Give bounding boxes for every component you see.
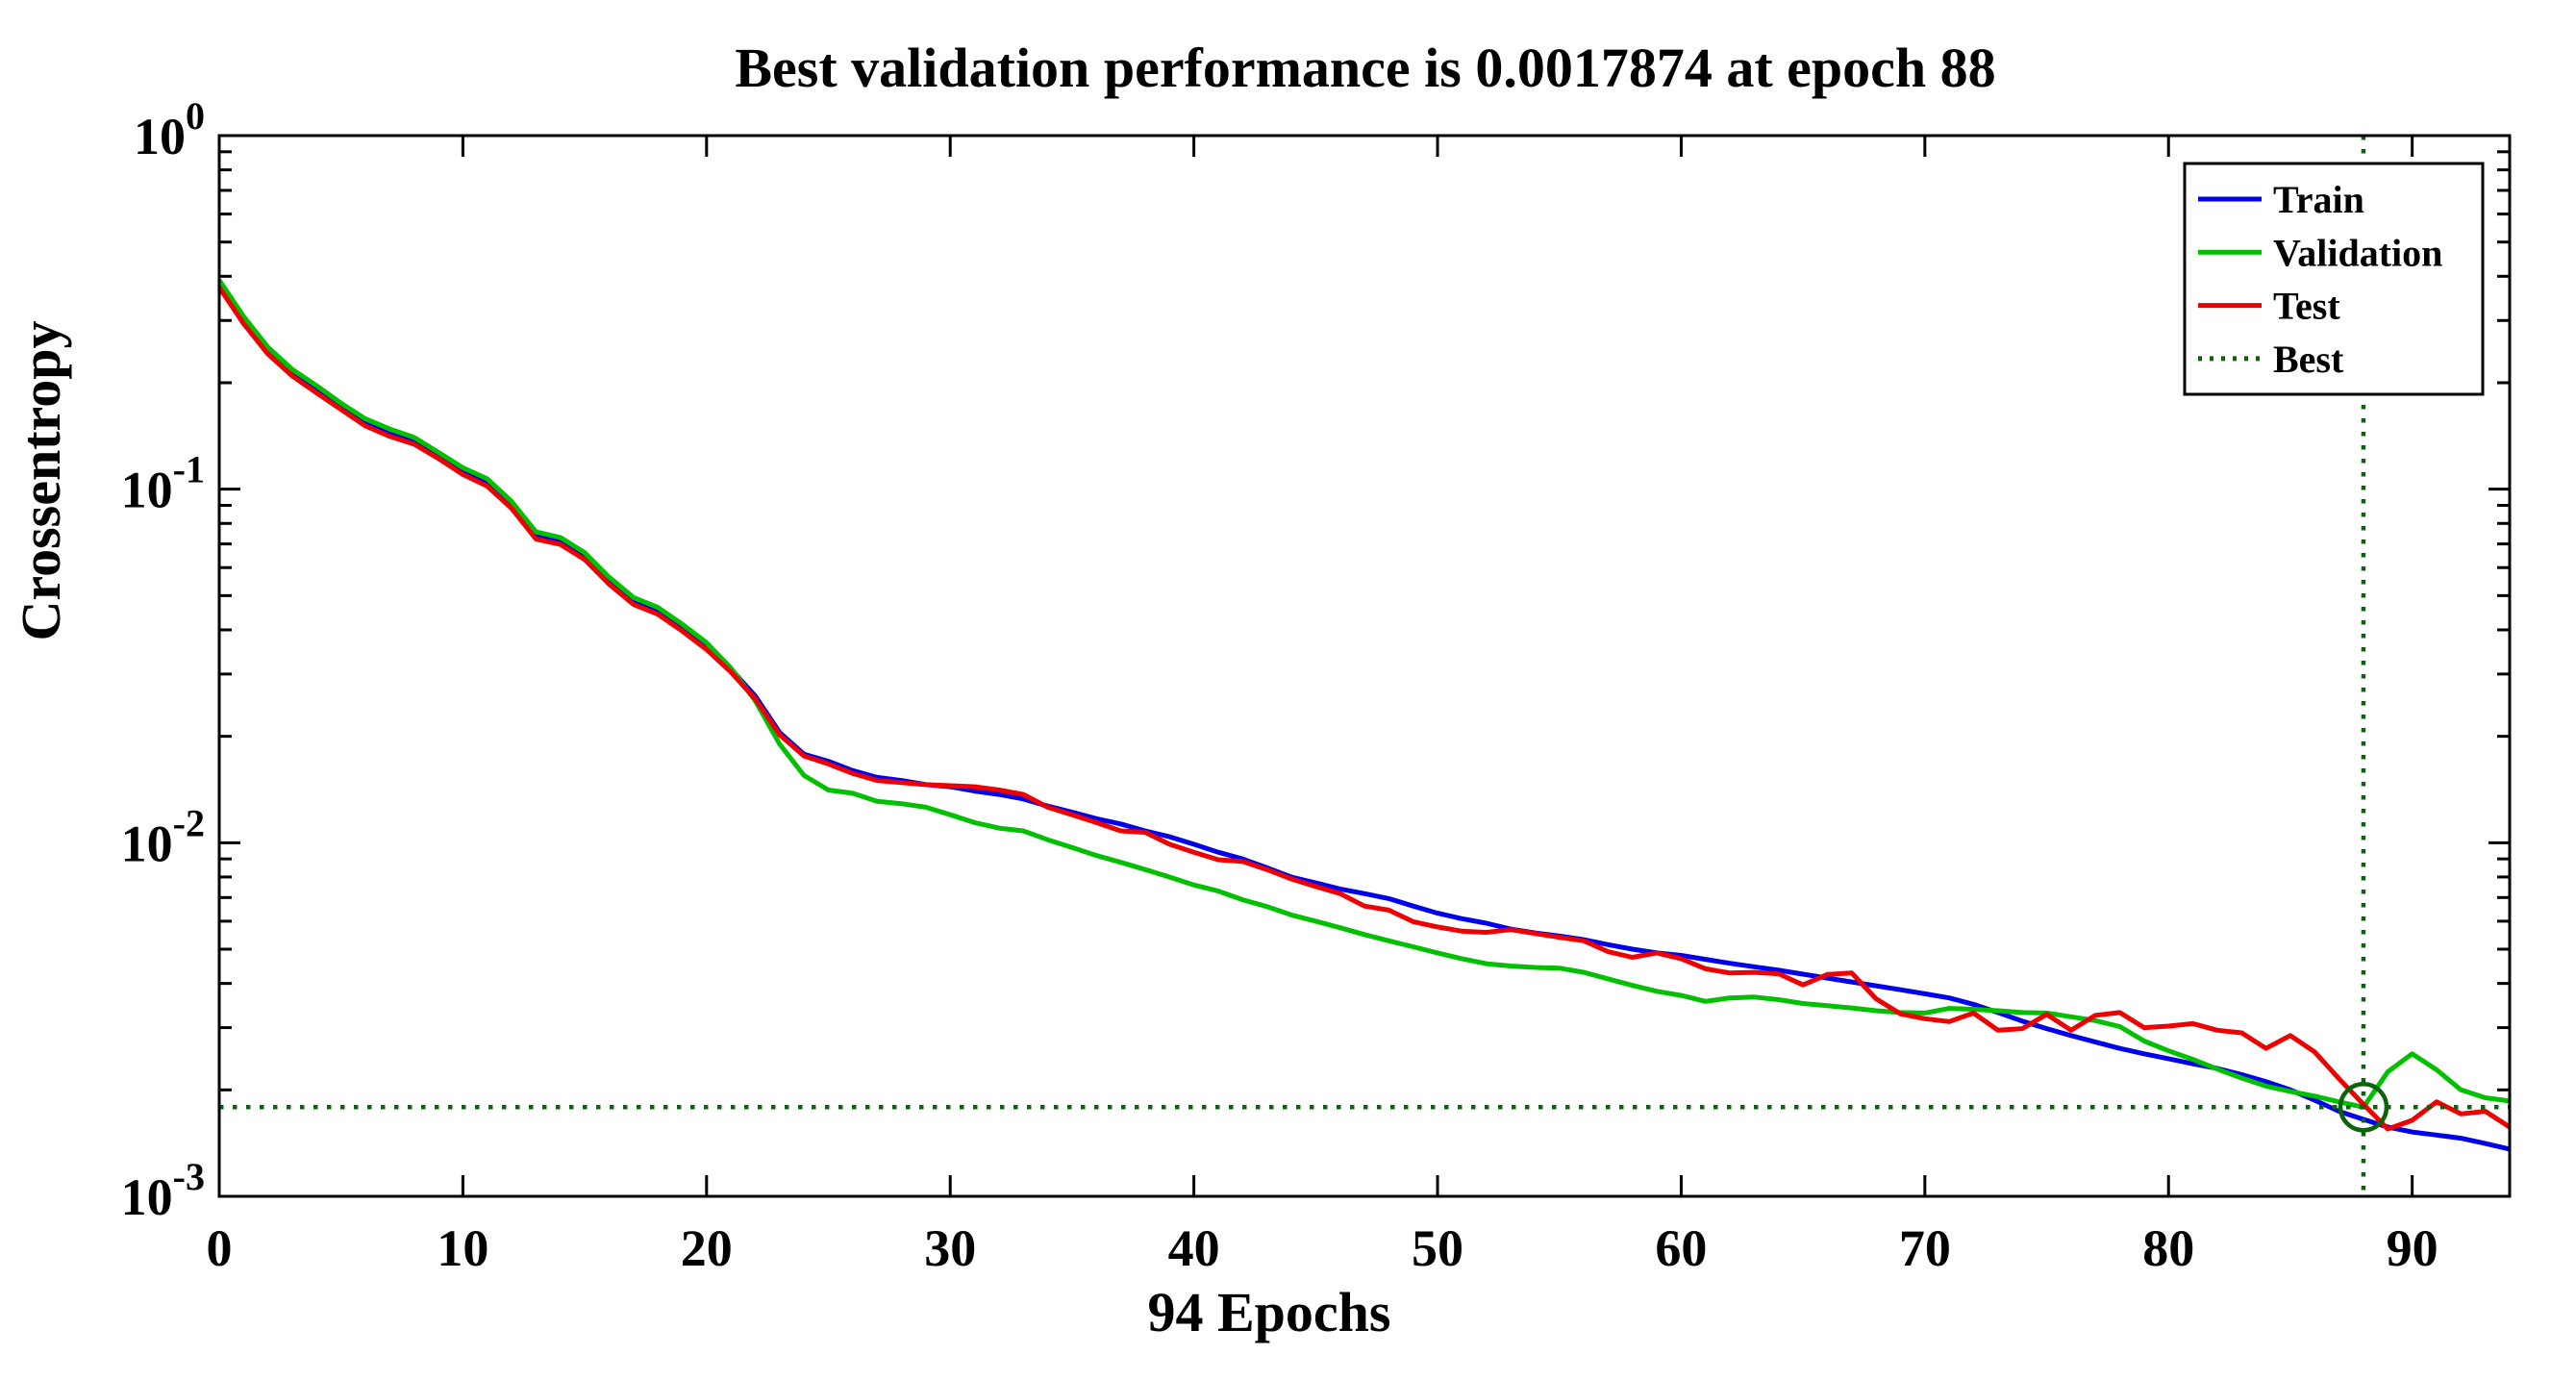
- train-curve: [216, 283, 2511, 1152]
- x-tick-label: 20: [681, 1219, 733, 1277]
- x-tick-label: 30: [924, 1219, 976, 1277]
- y-tick-label: 10-3: [121, 1155, 205, 1226]
- legend-label-train: Train: [2273, 178, 2364, 221]
- x-axis-label: 94 Epochs: [1147, 1281, 1390, 1343]
- x-tick-label: 80: [2142, 1219, 2194, 1277]
- x-tick-label: 40: [1168, 1219, 1220, 1277]
- legend-box: [2183, 162, 2485, 396]
- chart-title: Best validation performance is 0.0017874…: [735, 37, 1995, 99]
- legend-label-test: Test: [2273, 285, 2340, 328]
- plot-frame: [217, 134, 2512, 1198]
- loss-curves: [216, 279, 2512, 1152]
- x-tick-label: 50: [1412, 1219, 1463, 1277]
- y-tick-label: 10-1: [121, 448, 205, 519]
- axis-ticks: [217, 134, 2510, 1198]
- legend: Train Validation Test Best: [2183, 162, 2485, 396]
- validation-curve: [216, 279, 2511, 1110]
- x-tick-label: 70: [1899, 1219, 1951, 1277]
- y-axis-label: Crossentropy: [10, 321, 72, 641]
- y-tick-label: 10-2: [121, 801, 205, 872]
- best-point-marker: [2338, 1082, 2389, 1133]
- legend-label-best: Best: [2273, 338, 2344, 381]
- axis-tick-labels: 0 10 20 30 40 50 60 70 80 90 100 10-1 10-2 10-3: [121, 94, 2438, 1277]
- x-tick-label: 0: [207, 1219, 233, 1277]
- legend-label-validation: Validation: [2273, 231, 2442, 274]
- x-tick-label: 60: [1655, 1219, 1707, 1277]
- x-tick-label: 10: [437, 1219, 488, 1277]
- y-tick-label: 100: [134, 94, 205, 165]
- test-curve: [216, 286, 2512, 1132]
- legend-rows: Train Validation Test Best: [2198, 178, 2442, 381]
- best-performance-lines: [219, 136, 2510, 1196]
- x-tick-label: 90: [2387, 1219, 2438, 1277]
